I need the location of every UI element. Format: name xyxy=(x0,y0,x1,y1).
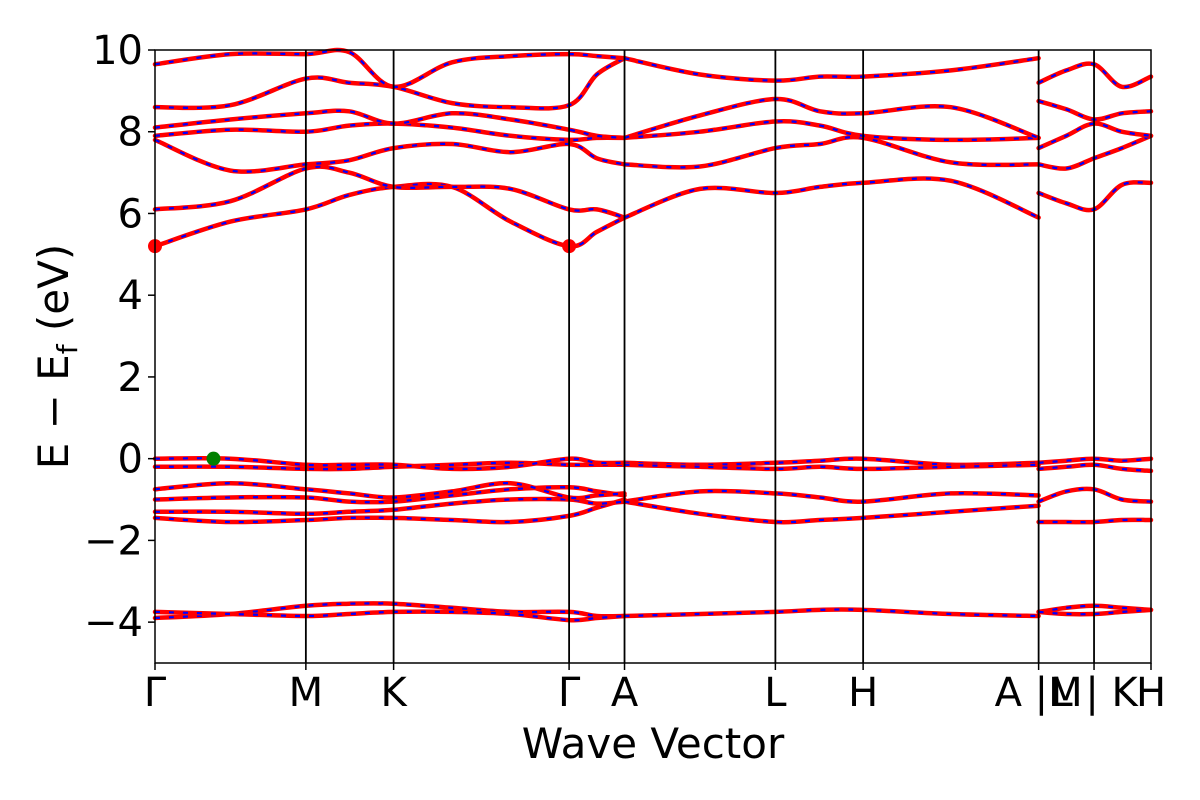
x-tick-label: Γ xyxy=(144,670,167,716)
band-line-spin-down xyxy=(624,500,1039,524)
band-line-spin-up xyxy=(152,480,627,501)
x-tick-label: L xyxy=(764,670,787,716)
vbm-marker xyxy=(206,451,221,466)
band-line-spin-down xyxy=(624,57,1039,82)
band-line-spin-up xyxy=(152,496,627,517)
band-line-spin-down xyxy=(1038,518,1152,524)
band-line-spin-up xyxy=(152,497,627,525)
band-line-spin-down xyxy=(154,165,625,219)
x-tick-label: Γ xyxy=(558,670,581,716)
band-line-spin-down xyxy=(624,120,1039,142)
band-line-spin-up xyxy=(152,108,627,141)
y-tick-label: 0 xyxy=(118,437,143,483)
band-line-spin-up xyxy=(622,55,1041,83)
band-line-spin-down xyxy=(154,48,625,88)
band-line-spin-down xyxy=(1038,608,1152,616)
y-tick-label: 4 xyxy=(118,273,143,319)
y-tick-label: 6 xyxy=(118,191,143,237)
band-line-spin-down xyxy=(154,182,625,248)
x-tick-label: M xyxy=(289,670,324,716)
band-line-spin-up xyxy=(152,455,627,472)
y-tick-label: 2 xyxy=(118,355,143,401)
band-line-spin-down xyxy=(624,463,1039,471)
band-line-spin-down xyxy=(154,138,625,173)
band-line-spin-up xyxy=(152,609,627,623)
y-axis-label: E − Ef (eV) xyxy=(29,244,84,470)
y-tick-label: 10 xyxy=(92,28,143,74)
band-line-spin-down xyxy=(624,489,1039,503)
band-line-spin-up xyxy=(152,55,627,111)
y-tick-label: −2 xyxy=(84,518,143,564)
y-tick-label: 8 xyxy=(118,110,143,156)
band-line-spin-down xyxy=(624,136,1039,169)
band-line-spin-down xyxy=(1038,457,1152,464)
x-axis-label: Wave Vector xyxy=(522,719,785,768)
x-tick-label: H xyxy=(1136,670,1166,716)
band-line-spin-up xyxy=(622,119,1041,143)
x-tick-label: A |M xyxy=(995,670,1083,716)
band-line-spin-down xyxy=(154,109,625,139)
band-line-spin-up xyxy=(152,137,627,174)
band-line-spin-up xyxy=(152,121,627,143)
bands-layer xyxy=(152,47,1154,623)
band-line-spin-down xyxy=(154,57,626,110)
band-line-spin-up xyxy=(622,176,1041,220)
band-line-spin-up xyxy=(152,164,627,220)
y-axis-label-suffix: (eV) xyxy=(29,244,78,345)
band-line-spin-up xyxy=(622,96,1041,141)
kpoint-lines-layer xyxy=(304,50,1095,663)
y-ticks-layer: −4 −2 0 2 4 6 8 10 xyxy=(84,28,155,646)
x-tick-label: L | K xyxy=(1050,670,1139,716)
x-tick-label: A xyxy=(611,670,639,716)
markers-layer xyxy=(148,239,577,466)
band-line-spin-up xyxy=(622,499,1041,525)
y-tick-label: −4 xyxy=(84,600,143,646)
plot-frame xyxy=(154,49,1152,664)
band-line-spin-up xyxy=(152,181,627,249)
band-line-spin-up xyxy=(152,484,627,505)
band-line-spin-down xyxy=(624,608,1039,618)
x-tick-label: H xyxy=(848,670,878,716)
band-line-spin-up xyxy=(152,601,627,621)
y-axis-label-subscript: f xyxy=(51,343,84,354)
y-axis-label-prefix: E − E xyxy=(29,354,78,469)
x-tick-label: K xyxy=(380,670,408,716)
band-line-spin-down xyxy=(1038,463,1152,472)
